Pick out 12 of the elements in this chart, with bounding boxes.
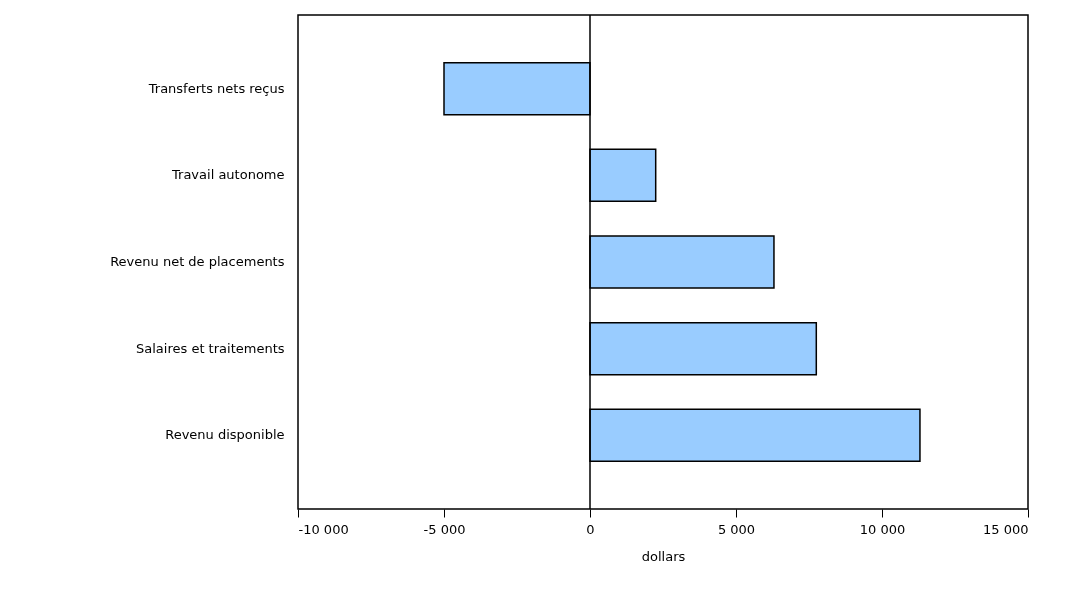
y-tick-label: Salaires et traitements (136, 340, 285, 356)
x-tick-label: 5 000 (717, 521, 756, 537)
x-tick-label: 0 (586, 521, 595, 537)
x-tick-label: -10 000 (298, 521, 349, 537)
x-tick-label: -5 000 (423, 521, 466, 537)
x-axis-title: dollars (641, 548, 686, 564)
y-tick-label: Revenu net de placements (110, 254, 285, 269)
x-tick-label: 15 000 (983, 521, 1029, 537)
y-tick-label: Travail autonome (171, 167, 285, 183)
y-tick-label: Revenu disponible (165, 427, 285, 443)
y-tick-label: Transferts nets reçus (147, 80, 285, 96)
x-tick-label: 10 000 (859, 521, 906, 537)
